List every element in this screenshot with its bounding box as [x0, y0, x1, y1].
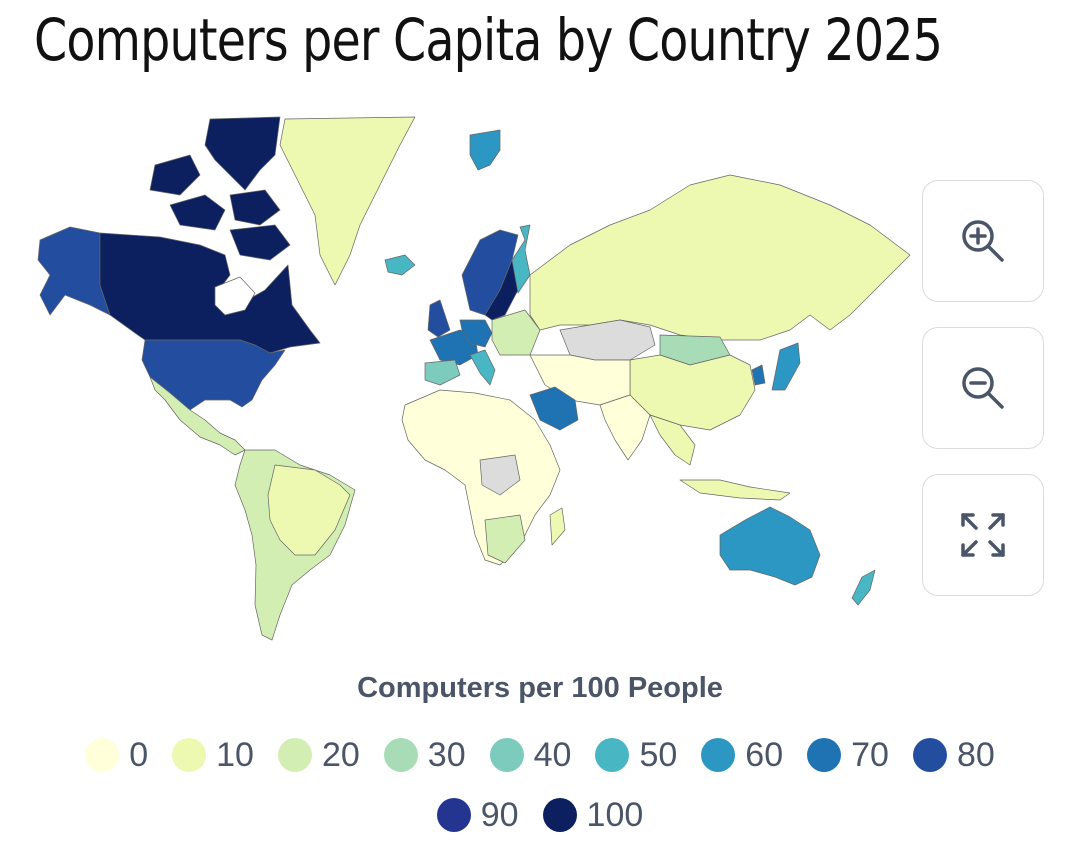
- page-title: Computers per Capita by Country 2025: [34, 6, 943, 74]
- legend-item[interactable]: 40: [489, 735, 572, 775]
- legend-item[interactable]: 30: [383, 735, 466, 775]
- legend-swatch: [383, 738, 418, 772]
- legend-label: 90: [480, 795, 519, 834]
- legend-label: 30: [427, 735, 466, 774]
- legend-label: 20: [321, 735, 360, 774]
- region-kazakhstan[interactable]: [559, 319, 656, 361]
- region-africa[interactable]: [401, 389, 561, 566]
- region-alaska[interactable]: [37, 226, 111, 316]
- region-russia[interactable]: [529, 174, 911, 341]
- region-canada-arctic[interactable]: [204, 116, 281, 191]
- region-italy[interactable]: [469, 349, 496, 386]
- zoom-out-button[interactable]: [922, 327, 1044, 449]
- region-greenland[interactable]: [279, 116, 416, 286]
- world-map-svg: [37, 116, 911, 641]
- legend-item[interactable]: 90: [436, 795, 519, 835]
- legend-item[interactable]: 20: [277, 735, 360, 775]
- legend-swatch: [595, 738, 630, 772]
- legend-label: 10: [216, 735, 254, 774]
- region-canada-arctic[interactable]: [149, 154, 201, 196]
- legend-swatch: [807, 738, 842, 772]
- region-canada-arctic[interactable]: [169, 194, 226, 231]
- region-canada[interactable]: [99, 232, 321, 354]
- map-zoom-controls: [922, 180, 1046, 621]
- region-germany[interactable]: [459, 319, 493, 348]
- region-saudi-arabia[interactable]: [529, 386, 579, 431]
- region-madagascar[interactable]: [549, 507, 566, 546]
- region-india[interactable]: [599, 394, 651, 461]
- region-south-korea[interactable]: [751, 364, 766, 386]
- legend-label: 40: [533, 735, 572, 774]
- legend-label: 0: [129, 735, 149, 774]
- world-map[interactable]: [30, 115, 915, 650]
- legend-label: 70: [851, 735, 889, 774]
- legend-label: 60: [745, 735, 784, 774]
- region-uk[interactable]: [427, 299, 451, 338]
- zoom-in-icon: [962, 220, 1004, 262]
- legend-swatch: [85, 738, 120, 772]
- region-iceland[interactable]: [384, 254, 416, 276]
- region-mexico[interactable]: [149, 376, 246, 456]
- region-new-zealand[interactable]: [851, 569, 876, 606]
- legend-row: 0 10 20 30 40 50 60 70 80: [40, 725, 1040, 785]
- fullscreen-icon: [961, 513, 1005, 557]
- region-canada-arctic[interactable]: [229, 224, 291, 261]
- legend-label: 80: [956, 735, 995, 774]
- legend-swatch: [489, 738, 524, 772]
- region-southeast-asia[interactable]: [649, 414, 696, 466]
- legend-item[interactable]: 10: [172, 736, 254, 775]
- legend-item[interactable]: 100: [542, 795, 644, 835]
- legend-item[interactable]: 80: [912, 735, 995, 775]
- legend-label: 50: [639, 735, 678, 774]
- fullscreen-button[interactable]: [922, 474, 1044, 596]
- legend-swatch: [701, 738, 736, 772]
- region-australia[interactable]: [719, 506, 821, 586]
- legend-title: Computers per 100 People: [357, 672, 723, 704]
- region-indonesia[interactable]: [679, 479, 791, 501]
- legend-label: 100: [586, 795, 644, 834]
- legend-row: 90 100: [40, 785, 1040, 845]
- region-canada-arctic[interactable]: [229, 189, 281, 226]
- region-brazil[interactable]: [267, 464, 351, 556]
- legend-swatch: [172, 738, 207, 772]
- region-usa[interactable]: [141, 339, 286, 411]
- zoom-out-icon: [962, 367, 1004, 409]
- legend-item[interactable]: 50: [595, 736, 677, 775]
- legend-swatch: [912, 738, 947, 772]
- legend-swatch: [436, 798, 471, 832]
- region-central-africa[interactable]: [479, 454, 521, 496]
- legend-swatch: [277, 738, 312, 772]
- legend-swatch: [542, 798, 577, 832]
- zoom-in-button[interactable]: [922, 180, 1044, 302]
- legend-item[interactable]: 0: [85, 736, 148, 775]
- legend-item[interactable]: 70: [807, 736, 889, 775]
- region-svalbard[interactable]: [469, 129, 501, 171]
- region-southern-africa[interactable]: [484, 514, 526, 564]
- region-japan[interactable]: [771, 342, 801, 391]
- region-spain[interactable]: [424, 359, 461, 386]
- legend: 0 10 20 30 40 50 60 70 80 90 100: [40, 725, 1040, 845]
- legend-item[interactable]: 60: [701, 736, 783, 775]
- region-finland[interactable]: [511, 224, 531, 294]
